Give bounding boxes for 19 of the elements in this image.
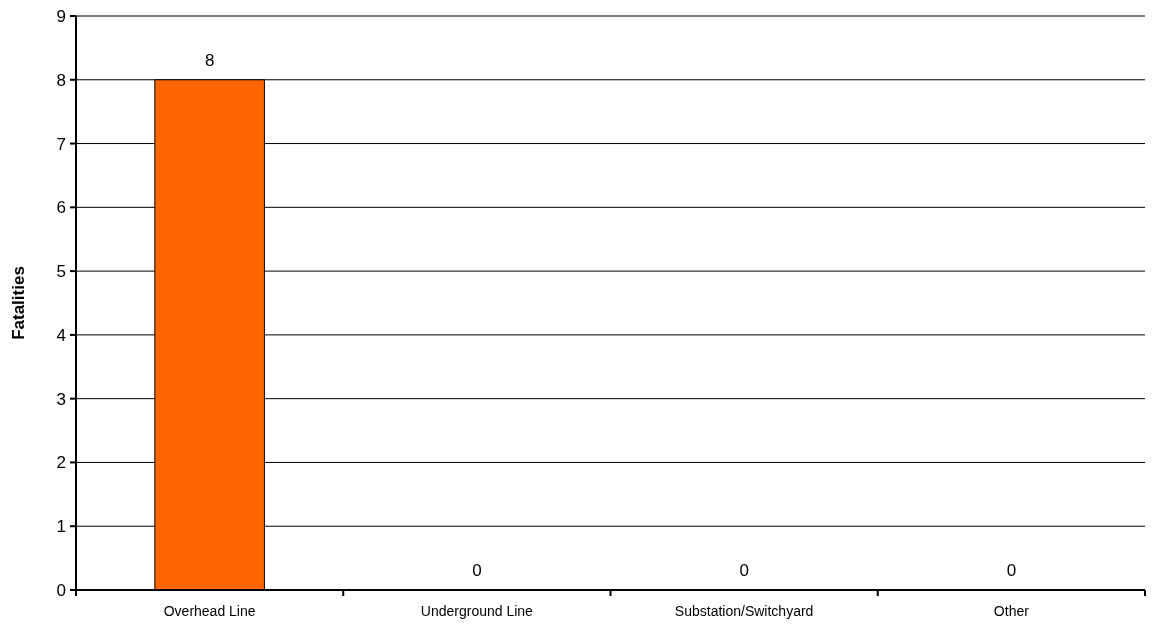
y-tick-label: 6 [56, 198, 66, 218]
data-label: 8 [204, 50, 215, 70]
x-tick-label: Substation/Switchyard [674, 603, 814, 619]
y-tick-label: 3 [56, 389, 66, 409]
data-label: 0 [739, 561, 749, 580]
x-tick-label: Underground Line [420, 603, 534, 619]
x-tick-label: Other [993, 603, 1030, 619]
y-tick-label: 5 [56, 262, 66, 282]
y-tick-label: 7 [56, 134, 66, 154]
y-tick-label: 4 [56, 325, 66, 345]
y-axis-title: Fatalities [9, 266, 28, 340]
y-tick-label: 2 [56, 453, 66, 473]
x-tick-label: Overhead Line [163, 603, 256, 619]
y-tick-label: 8 [56, 70, 66, 90]
data-label: 0 [472, 561, 482, 580]
y-tick-label: 1 [56, 517, 66, 537]
y-tick-label: 9 [56, 6, 66, 26]
y-tick-label: 0 [56, 580, 66, 600]
data-label: 0 [1006, 561, 1017, 580]
